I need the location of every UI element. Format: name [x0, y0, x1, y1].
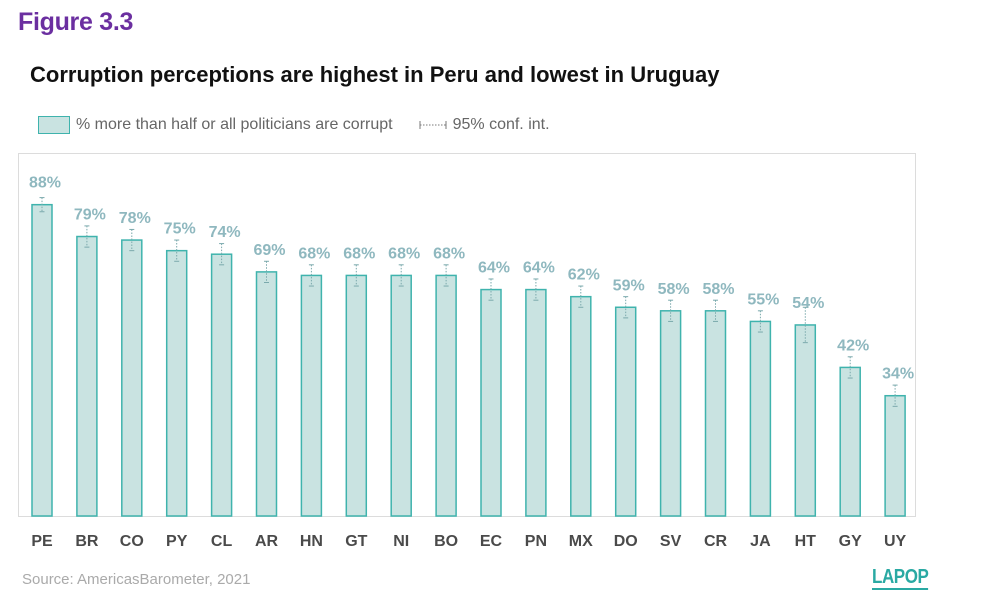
- figure-label: Figure 3.3: [18, 8, 134, 36]
- plot-area: [18, 153, 916, 517]
- bar-NI: [390, 274, 412, 517]
- data-label-GY: 42%: [837, 337, 869, 354]
- x-tick-label-PE: PE: [31, 533, 53, 550]
- x-tick-label-GT: GT: [345, 533, 367, 550]
- data-label-JA: 55%: [747, 291, 779, 308]
- data-label-DO: 59%: [613, 277, 645, 294]
- bar-GY: [839, 366, 861, 517]
- bar-PN: [525, 288, 547, 517]
- legend-bar-label: % more than half or all politicians are …: [76, 116, 393, 133]
- data-label-CR: 58%: [702, 281, 734, 298]
- legend-bar-swatch: [38, 116, 70, 134]
- data-label-MX: 62%: [568, 267, 600, 284]
- data-label-AR: 69%: [253, 242, 285, 259]
- x-tick-label-CR: CR: [704, 533, 728, 550]
- source-note: Source: AmericasBarometer, 2021: [22, 571, 251, 588]
- data-label-UY: 34%: [882, 366, 914, 383]
- x-tick-label-BR: BR: [75, 533, 99, 550]
- x-tick-label-SV: SV: [660, 533, 682, 550]
- bar-PE: [31, 203, 53, 517]
- data-label-NI: 68%: [388, 245, 420, 262]
- bar-SV: [659, 310, 682, 517]
- data-label-HT: 54%: [792, 295, 824, 312]
- legend-ci-label: 95% conf. int.: [452, 116, 550, 133]
- bar-AR: [255, 271, 278, 517]
- bar-EC: [480, 288, 502, 517]
- bar-BO: [435, 274, 457, 517]
- data-label-SV: 58%: [658, 281, 690, 298]
- data-label-PN: 64%: [523, 260, 555, 277]
- x-tick-label-GY: GY: [839, 533, 862, 550]
- x-tick-label-NI: NI: [393, 533, 409, 550]
- bar-HT: [794, 324, 817, 517]
- bar-chart: 88% PE 79% BR 78% CO 75% PY 74% CL 69% AR 68% HN 68% GT…: [29, 175, 914, 550]
- data-label-GT: 68%: [343, 245, 375, 262]
- x-tick-label-CO: CO: [120, 533, 144, 550]
- bar-CR: [704, 310, 727, 517]
- data-label-PE: 88%: [29, 175, 61, 192]
- bar-UY: [884, 394, 906, 517]
- x-tick-label-PY: PY: [166, 533, 188, 550]
- bar-GT: [345, 274, 368, 517]
- x-tick-label-UY: UY: [884, 533, 907, 550]
- x-tick-label-PN: PN: [525, 533, 547, 550]
- bar-HN: [300, 274, 323, 517]
- bar-CO: [121, 239, 143, 517]
- lapop-logo: LAPOP: [872, 566, 929, 590]
- data-label-HN: 68%: [298, 245, 330, 262]
- bar-BR: [76, 235, 98, 517]
- bar-MX: [570, 295, 592, 517]
- x-tick-label-CL: CL: [211, 533, 233, 550]
- data-label-BR: 79%: [74, 207, 106, 224]
- x-tick-label-HT: HT: [795, 533, 817, 550]
- data-label-PY: 75%: [164, 221, 196, 238]
- x-tick-label-AR: AR: [255, 533, 279, 550]
- data-label-CO: 78%: [119, 210, 151, 227]
- x-tick-label-EC: EC: [480, 533, 503, 550]
- x-tick-label-BO: BO: [434, 533, 458, 550]
- legend-ci-icon: [419, 119, 447, 131]
- bar-CL: [210, 253, 233, 517]
- x-tick-label-HN: HN: [300, 533, 323, 550]
- bar-PY: [165, 249, 188, 517]
- data-label-BO: 68%: [433, 245, 465, 262]
- x-tick-label-JA: JA: [750, 533, 771, 550]
- data-label-EC: 64%: [478, 260, 510, 277]
- bar-DO: [614, 306, 637, 517]
- legend: % more than half or all politicians are …: [38, 114, 550, 136]
- x-tick-label-MX: MX: [569, 533, 593, 550]
- x-tick-label-DO: DO: [614, 533, 638, 550]
- data-label-CL: 74%: [209, 224, 241, 241]
- bar-JA: [749, 320, 772, 517]
- chart-title: Corruption perceptions are highest in Pe…: [30, 62, 720, 87]
